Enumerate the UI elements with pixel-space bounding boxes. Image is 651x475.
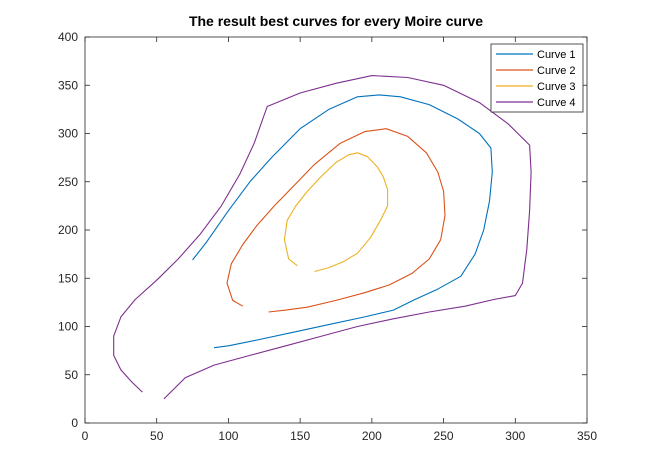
legend-label-curve-3: Curve 3 <box>537 81 576 93</box>
legend: Curve 1 Curve 2 Curve 3 Curve 4 <box>490 43 584 113</box>
y-tick-label: 350 <box>58 78 78 92</box>
x-tick-label: 300 <box>505 429 525 443</box>
series-line-curve-4 <box>113 75 532 400</box>
x-tick-label: 150 <box>290 429 310 443</box>
x-tick-label: 50 <box>150 429 164 443</box>
x-tick-label: 100 <box>218 429 238 443</box>
series-line-curve-3 <box>283 152 389 273</box>
x-tick-label: 250 <box>434 429 454 443</box>
legend-label-curve-4: Curve 4 <box>537 97 576 109</box>
y-tick-label: 50 <box>65 368 79 382</box>
y-tick-label: 250 <box>58 175 78 189</box>
x-tick-label: 0 <box>82 429 89 443</box>
y-tick-label: 0 <box>71 416 78 430</box>
y-tick-label: 200 <box>58 223 78 237</box>
y-tick-label: 150 <box>58 271 78 285</box>
y-tick-label: 400 <box>58 30 78 44</box>
x-tick-label: 350 <box>577 429 597 443</box>
legend-box <box>490 43 584 113</box>
legend-label-curve-2: Curve 2 <box>537 65 576 77</box>
series-line-curve-1 <box>192 94 493 349</box>
axes-group: 0 50 100 150 200 250 300 350 0 50 100 150 200 250 300 3… <box>58 30 597 443</box>
y-tick-label: 100 <box>58 320 78 334</box>
y-tick-label: 300 <box>58 127 78 141</box>
series-group <box>113 75 532 400</box>
legend-label-curve-1: Curve 1 <box>537 49 576 61</box>
chart-title: The result best curves for every Moire c… <box>189 13 483 29</box>
series-line-curve-2 <box>226 128 446 313</box>
x-tick-label: 200 <box>362 429 382 443</box>
